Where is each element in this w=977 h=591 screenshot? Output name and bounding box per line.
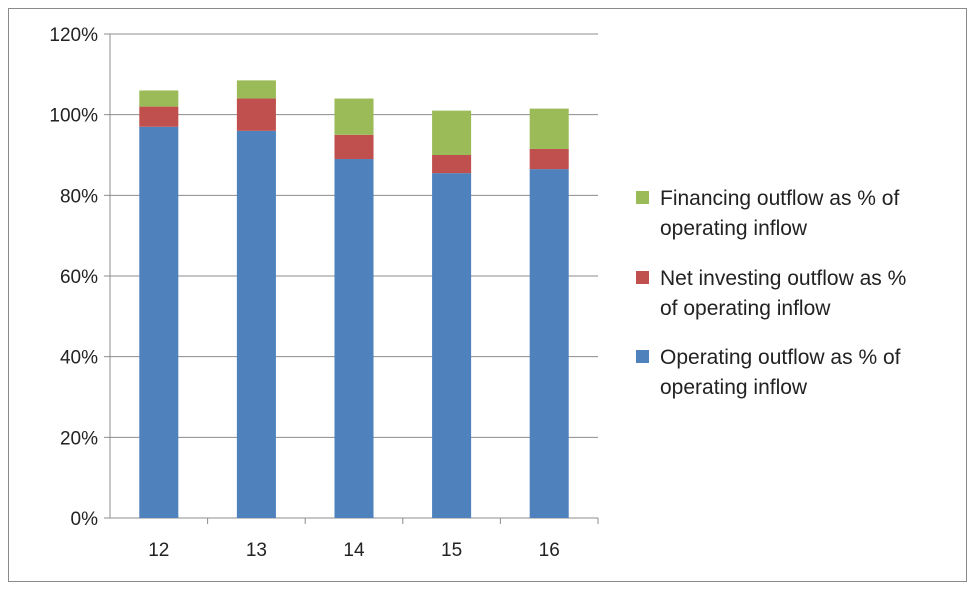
bar-segment [334,159,374,519]
bar-segment [236,130,276,519]
bar-segment [529,148,569,170]
bar-segment [334,98,374,135]
x-tick-label: 13 [246,540,267,561]
x-tick-label: 12 [148,540,169,561]
bar-segment [139,126,179,519]
legend-label: Financing outflow as % of [660,187,899,210]
bar-segment [236,80,276,99]
legend-label: Operating outflow as % of [660,346,901,369]
legend-swatch [636,350,649,363]
bar-segment [529,108,569,149]
bar-segment [432,155,472,174]
x-tick-label: 15 [441,540,462,561]
y-tick-label: 60% [60,267,98,288]
bar-segment [334,134,374,160]
legend-label: operating inflow [660,376,808,399]
y-tick-label: 20% [60,428,98,449]
bar-segment [432,110,472,155]
legend-label: Net investing outflow as % [660,267,906,290]
x-tick-label: 14 [343,540,365,561]
legend: Financing outflow as % of operating inflo… [636,187,906,399]
bar-segment [529,169,569,518]
bar-segment [139,106,179,127]
y-tick-label: 120% [49,25,98,46]
bar-segment [432,173,472,518]
x-tick-label: 16 [539,540,560,561]
y-tick-label: 0% [71,509,99,530]
x-tick-labels: 12 13 14 15 16 [148,540,560,561]
bar-segment [236,98,276,131]
bar-segment [139,90,179,107]
y-tick-label: 40% [60,348,98,369]
legend-swatch [636,271,649,284]
legend-label: operating inflow [660,217,808,240]
y-tick-label: 100% [49,106,98,127]
legend-swatch [636,191,649,204]
y-tick-label: 80% [60,186,98,207]
bars [139,80,569,519]
y-tick-labels: 0% 20% 40% 60% 80% 100% 120% [49,25,98,530]
legend-label: of operating inflow [660,297,831,320]
